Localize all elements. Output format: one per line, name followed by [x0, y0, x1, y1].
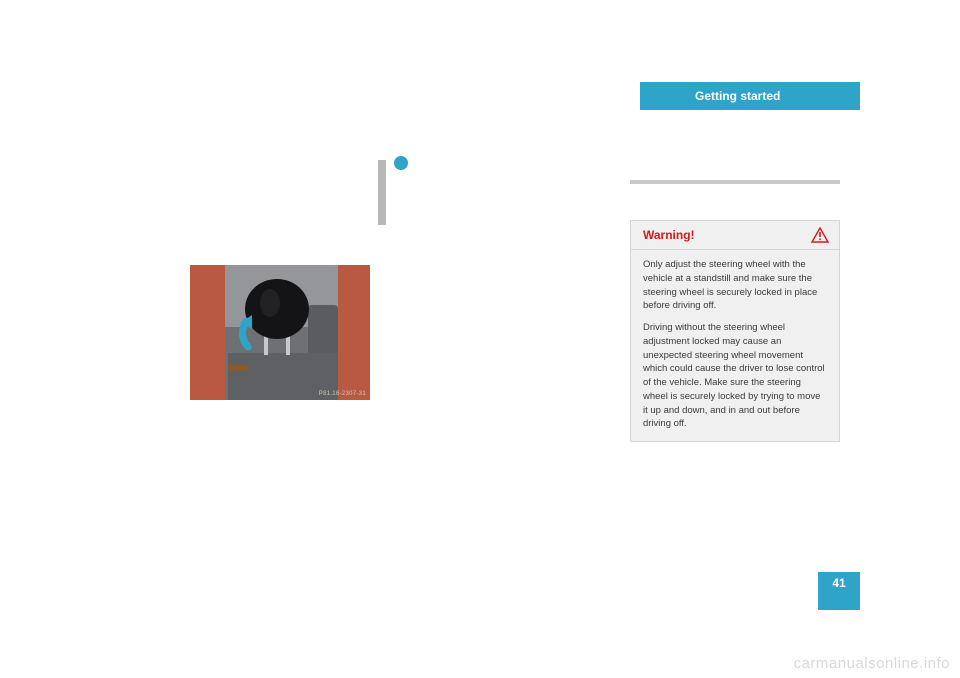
warning-header: Warning! [631, 221, 839, 250]
manual-page: Getting started P81.16-2307- [100, 60, 860, 620]
section-divider [630, 180, 840, 184]
page-number-tab: 41 [818, 572, 860, 610]
headrest-illustration [190, 265, 370, 400]
section-title: Getting started [695, 89, 780, 103]
info-bullet-icon [394, 156, 408, 170]
warning-body: Only adjust the steering wheel with the … [631, 250, 839, 441]
warning-title: Warning! [643, 228, 695, 242]
section-header-tab: Getting started [640, 82, 860, 110]
photo-reference-label: P81.16-2307-31 [319, 391, 366, 397]
info-sidebar-bar [378, 160, 386, 225]
warning-triangle-icon [811, 227, 829, 243]
warning-callout: Warning! Only adjust the steering wheel … [630, 220, 840, 442]
warning-paragraph: Driving without the steering wheel adjus… [643, 321, 827, 431]
headrest-photo: P81.16-2307-31 [190, 265, 370, 400]
watermark-text: carmanualsonline.info [794, 655, 950, 672]
page-number: 41 [832, 576, 845, 590]
warning-paragraph: Only adjust the steering wheel with the … [643, 258, 827, 313]
